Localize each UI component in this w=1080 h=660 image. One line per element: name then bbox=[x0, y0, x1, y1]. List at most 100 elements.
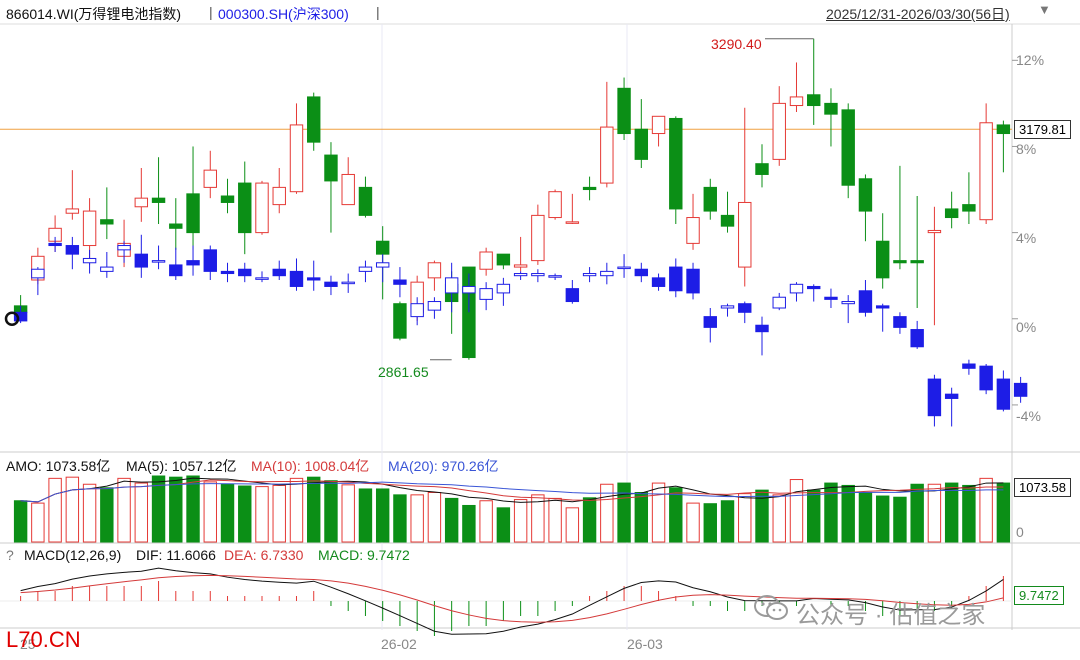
volume-bar bbox=[565, 507, 580, 543]
csi300-candle-body bbox=[393, 279, 407, 285]
ma20-line bbox=[20, 481, 1004, 503]
volume-bar bbox=[600, 483, 614, 543]
volume-bar bbox=[203, 481, 217, 543]
candle-body bbox=[651, 115, 666, 135]
csi300-candle-body bbox=[169, 264, 183, 277]
csi300-candle-body bbox=[100, 266, 114, 272]
csi300-candle-body bbox=[651, 277, 666, 287]
candle-body bbox=[479, 251, 493, 270]
candle-body bbox=[358, 186, 373, 216]
volume-bar bbox=[531, 494, 545, 543]
candle-body bbox=[531, 214, 545, 262]
csi300-candle-body bbox=[462, 285, 476, 294]
csi300-candle-body bbox=[238, 268, 252, 277]
volume-bar bbox=[686, 502, 700, 543]
csi300-candle-body bbox=[979, 365, 993, 391]
amo-legend: AMO: 1073.58亿 bbox=[6, 458, 111, 474]
volume-bar bbox=[720, 500, 735, 543]
csi300-candle-body bbox=[893, 316, 907, 328]
candle-body bbox=[807, 94, 821, 107]
dea-line bbox=[20, 574, 1004, 623]
volume-bar bbox=[220, 483, 235, 543]
volume-bar bbox=[186, 475, 200, 543]
dea-legend: DEA: 6.7330 bbox=[224, 547, 304, 563]
candle-body bbox=[738, 201, 752, 268]
ma20-legend: MA(20): 970.26亿 bbox=[388, 458, 499, 474]
csi300-candle-body bbox=[789, 283, 804, 294]
volume-bar bbox=[82, 483, 97, 543]
triangle-down-icon[interactable]: ▼ bbox=[1038, 2, 1051, 17]
candle-body bbox=[634, 128, 649, 160]
volume-bar bbox=[927, 483, 942, 543]
help-icon[interactable]: ? bbox=[6, 547, 14, 563]
csi300-candle-body bbox=[375, 262, 390, 268]
volume-current-tag: 1073.58 bbox=[1014, 478, 1071, 497]
csi300-candle-body bbox=[807, 285, 821, 290]
csi300-candle-body bbox=[427, 301, 442, 311]
candle-body bbox=[824, 102, 838, 115]
csi300-candle-body bbox=[841, 301, 855, 305]
candle-body bbox=[393, 303, 407, 339]
csi300-candle-body bbox=[307, 277, 321, 281]
compare-symbol[interactable]: 000300.SH(沪深300) bbox=[218, 6, 349, 22]
volume-bar bbox=[910, 483, 924, 543]
volume-zero-tick: 0 bbox=[1016, 524, 1024, 540]
symbol-separator: | bbox=[209, 4, 213, 20]
candle-body bbox=[979, 122, 993, 221]
x-tick: 26-02 bbox=[381, 636, 417, 652]
low-price-label: 2861.65 bbox=[378, 364, 429, 380]
csi300-candle-body bbox=[755, 324, 769, 333]
csi300-candle-body bbox=[151, 260, 166, 263]
candle-body bbox=[151, 197, 166, 203]
candle-body bbox=[565, 221, 580, 224]
volume-bar bbox=[341, 484, 355, 543]
volume-bar bbox=[669, 487, 683, 543]
volume-bar bbox=[582, 497, 597, 543]
ma10-legend: MA(10): 1008.04亿 bbox=[251, 458, 370, 474]
csi300-candle-body bbox=[531, 273, 545, 277]
csi300-candle-body bbox=[686, 268, 700, 294]
volume-bar bbox=[479, 500, 493, 543]
watermark-text: 公众号 · 估值之家 bbox=[796, 602, 986, 629]
volume-bar bbox=[893, 496, 907, 543]
volume-bar bbox=[410, 494, 424, 543]
csi300-candle-body bbox=[186, 260, 200, 266]
csi300-candle-body bbox=[582, 273, 597, 277]
candle-body bbox=[496, 253, 511, 266]
candle-body bbox=[82, 210, 97, 247]
csi300-candle-body bbox=[858, 290, 873, 313]
volume-bar bbox=[393, 494, 407, 543]
volume-bar bbox=[31, 502, 45, 543]
main-symbol[interactable]: 866014.WI(万得锂电池指数) bbox=[6, 6, 182, 22]
candle-body bbox=[789, 96, 804, 107]
volume-bar bbox=[238, 485, 252, 543]
candle-body bbox=[893, 260, 907, 264]
candle-body bbox=[272, 186, 286, 206]
csi300-candle-body bbox=[513, 273, 528, 277]
volume-bar bbox=[789, 479, 804, 543]
volume-bar bbox=[979, 477, 993, 543]
volume-bar bbox=[134, 482, 149, 543]
volume-bar bbox=[272, 484, 286, 543]
candle-body bbox=[238, 182, 252, 234]
volume-bar bbox=[496, 507, 511, 543]
csi300-candle-body bbox=[772, 296, 786, 309]
csi300-candle-body bbox=[548, 275, 562, 278]
candle-body bbox=[600, 126, 614, 184]
volume-bar bbox=[772, 494, 786, 543]
dif-legend: DIF: 11.6066 bbox=[136, 547, 216, 563]
y-tick: 4% bbox=[1016, 230, 1037, 246]
candle-body bbox=[755, 163, 769, 175]
csi300-candle-body bbox=[341, 281, 355, 285]
date-range-selector[interactable]: 2025/12/31-2026/03/30(56日) bbox=[826, 6, 1010, 22]
volume-bar bbox=[375, 488, 390, 543]
volume-bar bbox=[117, 477, 131, 543]
candle-body bbox=[220, 195, 235, 203]
volume-bar bbox=[841, 484, 855, 543]
volume-bar bbox=[358, 488, 373, 543]
volume-bar bbox=[875, 495, 890, 543]
macd-params: MACD(12,26,9) bbox=[24, 547, 122, 563]
volume-bar bbox=[962, 484, 976, 543]
csi300-candle-body bbox=[910, 329, 924, 348]
volume-bar bbox=[738, 493, 752, 543]
